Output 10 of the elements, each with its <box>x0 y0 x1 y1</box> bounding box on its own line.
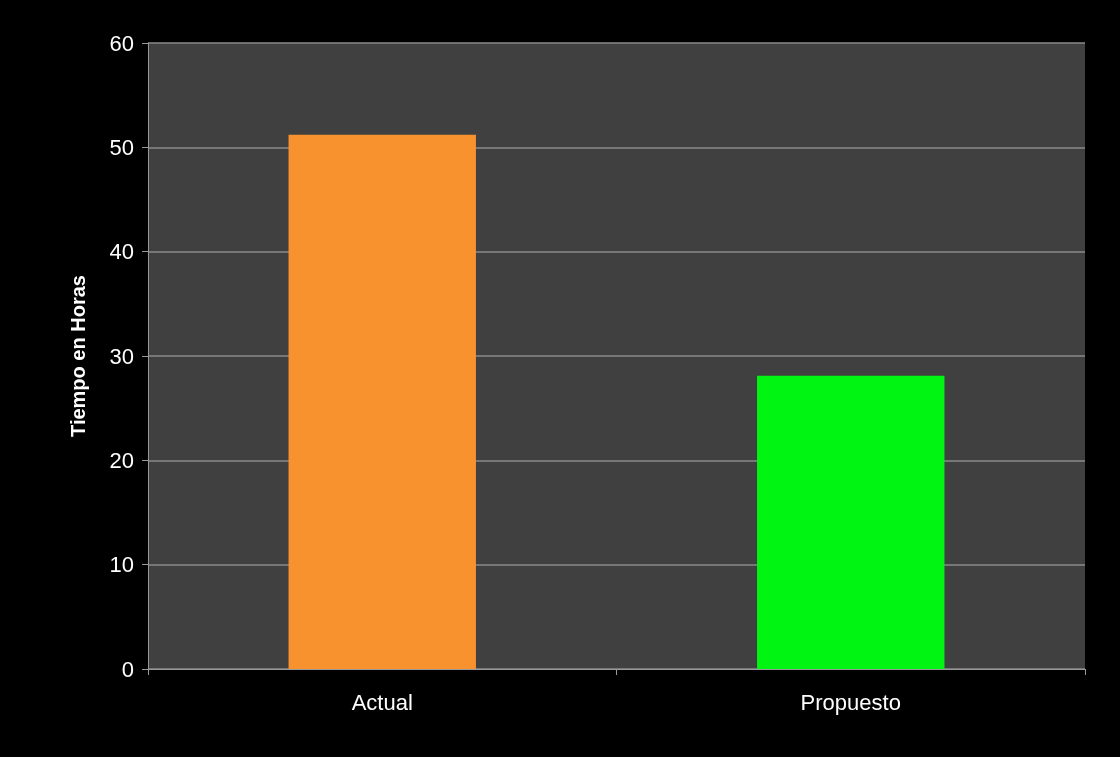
y-tick-label: 10 <box>109 552 134 578</box>
y-tick-label: 40 <box>109 239 134 265</box>
y-tick-label: 60 <box>109 30 134 56</box>
y-tick-label: 50 <box>109 134 134 160</box>
x-tick-label: Actual <box>351 689 413 715</box>
y-axis-title: Tiempo en Horas <box>67 275 89 437</box>
y-tick-label: 0 <box>121 656 134 682</box>
x-tick-label: Propuesto <box>800 689 901 715</box>
y-tick-label: 20 <box>109 447 134 473</box>
y-tick-label: 30 <box>109 343 134 369</box>
